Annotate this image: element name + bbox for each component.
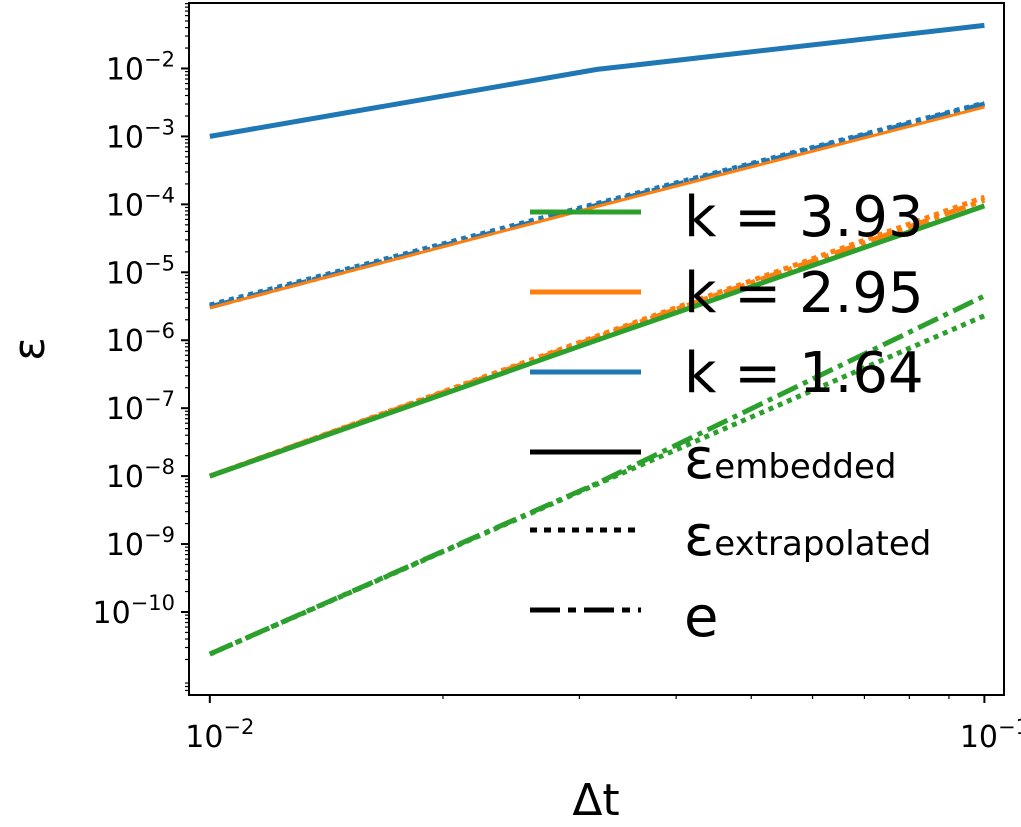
y-tick-label: 10−10 bbox=[92, 591, 175, 631]
y-tick-label: 10−7 bbox=[106, 387, 175, 427]
legend-label: e bbox=[684, 585, 718, 650]
series-k1_64-extrapolated bbox=[209, 100, 986, 308]
x-tick-label: 10−2 bbox=[185, 715, 254, 755]
plot-frame bbox=[188, 2, 1005, 696]
y-tick-label: 10−3 bbox=[106, 115, 175, 155]
y-tick-label: 10−8 bbox=[106, 455, 175, 495]
y-tick-label: 10−9 bbox=[106, 523, 175, 563]
legend-label: k = 3.93 bbox=[684, 185, 924, 250]
x-axis-label: Δt bbox=[572, 775, 619, 826]
y-axis-label: ε bbox=[4, 337, 55, 361]
y-tick-label: 10−6 bbox=[106, 319, 175, 359]
legend-label: εembedded bbox=[684, 427, 896, 492]
legend-label: k = 1.64 bbox=[684, 341, 924, 406]
series-k2_95-extrapolated bbox=[208, 194, 986, 479]
series-k3_93-extrapolated bbox=[208, 313, 986, 657]
x-tick-label: 10−1 bbox=[960, 715, 1021, 755]
y-tick-label: 10−4 bbox=[106, 183, 175, 223]
series-layer bbox=[208, 22, 986, 657]
series-k3_93-e bbox=[208, 293, 986, 657]
series-k2_95-embedded bbox=[209, 105, 985, 310]
legend-label: k = 2.95 bbox=[684, 261, 924, 326]
y-tick-label: 10−2 bbox=[106, 47, 175, 87]
legend-label: εextrapolated bbox=[684, 504, 931, 569]
y-tick-label: 10−5 bbox=[106, 251, 175, 291]
series-k1_64-embedded bbox=[209, 22, 985, 139]
legend: k = 3.93 k = 2.95 k = 1.64 εembedded εextrap… bbox=[530, 185, 931, 650]
series-k3_93-embedded bbox=[208, 203, 986, 479]
